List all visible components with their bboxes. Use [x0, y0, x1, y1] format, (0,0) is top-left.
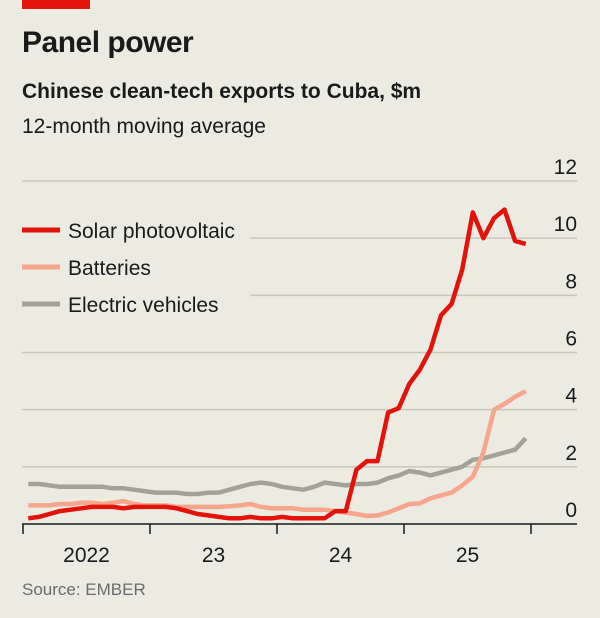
brand-accent-bar [22, 0, 90, 9]
y-tick-label: 6 [565, 328, 577, 351]
series-line-solar-photovoltaic [28, 207, 527, 521]
x-tick-label: 2022 [63, 544, 110, 567]
y-tick-label: 8 [565, 270, 577, 293]
y-tick-label: 10 [554, 213, 577, 236]
x-tick-label: 25 [456, 544, 479, 567]
legend-label: Batteries [68, 257, 151, 280]
y-tick-label: 0 [565, 499, 577, 522]
source-note: Source: EMBER [22, 580, 146, 599]
legend-label: Solar photovoltaic [68, 220, 235, 243]
chart-title: Panel power [22, 26, 194, 59]
x-tick-label: 23 [202, 544, 225, 567]
chart-note: 12-month moving average [22, 115, 266, 138]
y-tick-label: 12 [554, 156, 577, 179]
series-line-batteries [28, 389, 527, 519]
series-line-electric-vehicles [28, 436, 528, 497]
chart-subtitle: Chinese clean-tech exports to Cuba, $m [22, 80, 422, 103]
legend-label: Electric vehicles [68, 294, 219, 317]
x-tick-label: 24 [329, 544, 353, 567]
y-tick-label: 2 [565, 442, 577, 465]
y-tick-label: 4 [565, 385, 577, 408]
